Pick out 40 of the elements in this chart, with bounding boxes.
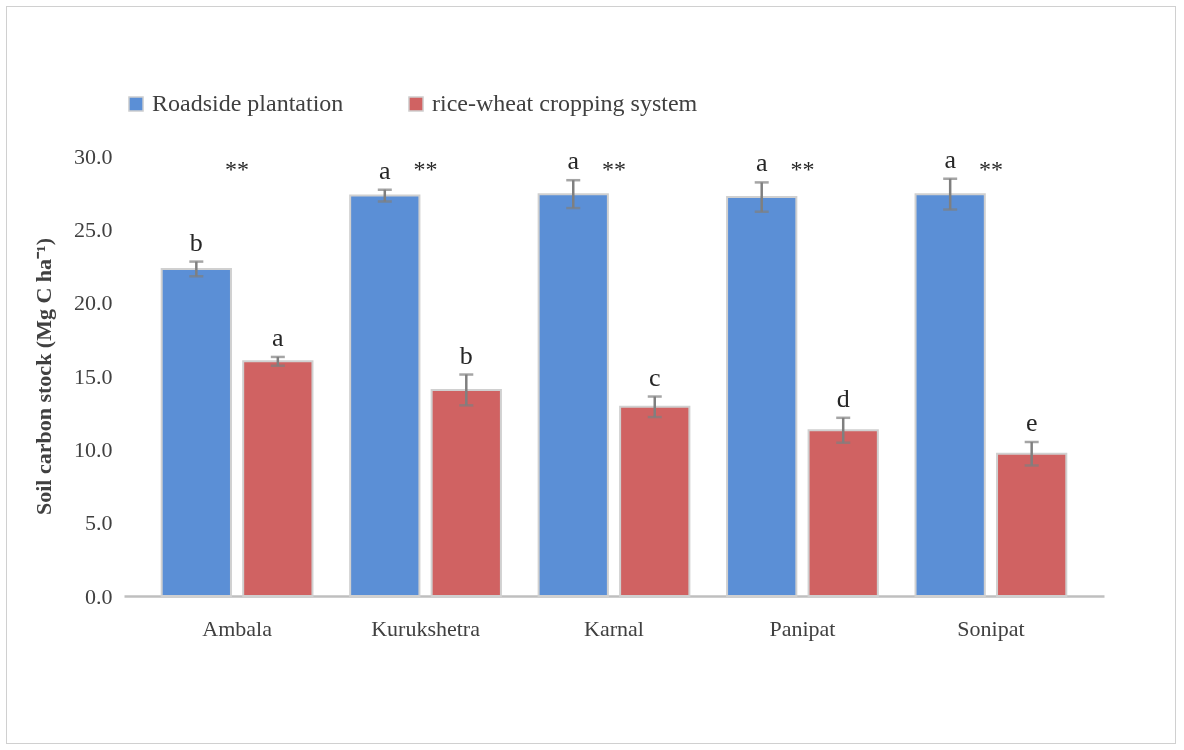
annotation: a	[379, 155, 392, 185]
annotation: a	[272, 322, 285, 352]
x-tick-label: Karnal	[584, 615, 644, 641]
y-tick-label: 20.0	[74, 290, 113, 316]
y-tick-label: 10.0	[74, 436, 113, 462]
annotation: **	[413, 156, 438, 182]
annotation: **	[978, 156, 1003, 182]
annotation: b	[459, 340, 473, 370]
legend-label: Roadside plantation	[152, 90, 344, 116]
bar	[242, 360, 314, 597]
annotation: **	[790, 156, 815, 182]
bar	[430, 388, 502, 597]
y-tick-label: 30.0	[74, 143, 113, 169]
annotation: **	[602, 156, 626, 182]
x-tick-label: Ambala	[202, 615, 273, 641]
bar	[349, 194, 421, 597]
y-tick-label: 5.0	[85, 510, 113, 536]
annotation: **	[225, 156, 250, 182]
y-tick-label: 0.0	[85, 583, 113, 609]
bar	[537, 193, 609, 597]
annotation: c	[648, 362, 661, 392]
legend-label: rice-wheat cropping system	[432, 90, 698, 116]
x-tick-label: Kurukshetra	[371, 615, 481, 641]
annotation: d	[836, 383, 850, 413]
annotation: e	[1025, 408, 1038, 437]
y-axis-title: Soil carbon stock (Mg C ha⁻¹)	[31, 238, 56, 515]
x-tick-label: Panipat	[769, 615, 836, 641]
y-tick-label: 15.0	[74, 363, 113, 389]
bar	[726, 196, 798, 597]
bar	[996, 452, 1068, 597]
annotation: a	[755, 148, 768, 178]
y-tick-label: 25.0	[74, 216, 113, 242]
annotation: a	[944, 144, 957, 174]
x-tick-label: Sonipat	[957, 615, 1025, 641]
bar	[807, 429, 879, 597]
bar	[619, 405, 691, 597]
bar	[160, 267, 232, 597]
annotation: b	[189, 227, 203, 257]
bar	[914, 193, 986, 597]
annotation: a	[567, 146, 580, 176]
